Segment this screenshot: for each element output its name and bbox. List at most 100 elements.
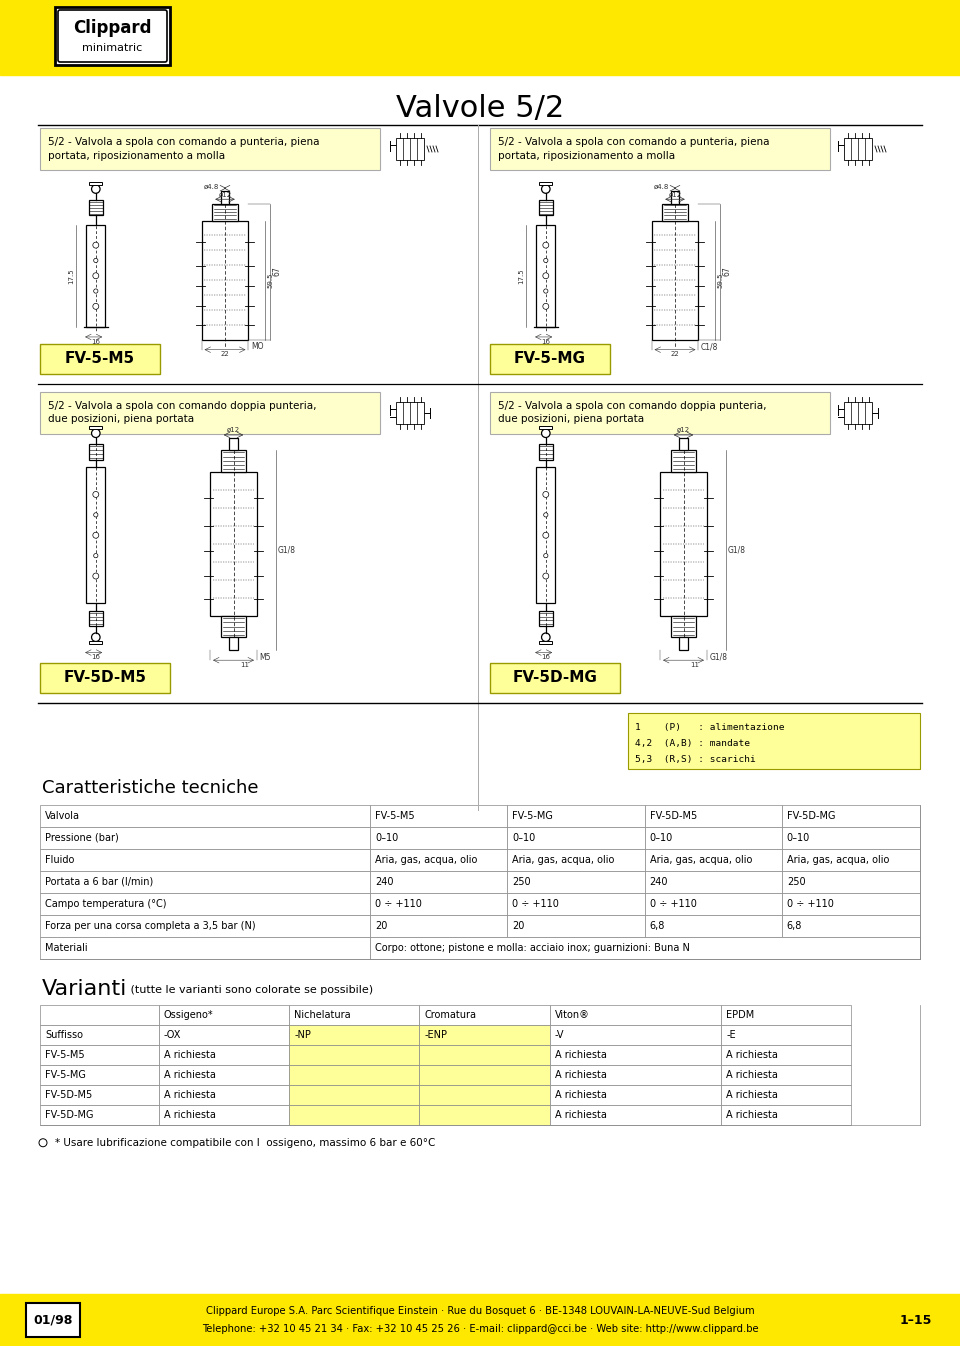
Bar xyxy=(549,1044,721,1065)
Circle shape xyxy=(542,573,549,579)
Bar xyxy=(40,1105,158,1125)
Circle shape xyxy=(94,289,98,293)
Text: FV-5D-MG: FV-5D-MG xyxy=(787,810,835,821)
Text: Valvola: Valvola xyxy=(45,810,80,821)
Bar xyxy=(40,915,370,937)
Bar xyxy=(490,128,830,170)
Bar xyxy=(507,805,644,826)
Bar xyxy=(781,937,920,958)
Bar xyxy=(210,471,257,616)
Bar xyxy=(540,182,552,184)
Text: ø12: ø12 xyxy=(227,427,240,433)
Bar xyxy=(40,849,370,871)
Text: 0 ÷ +110: 0 ÷ +110 xyxy=(375,899,421,909)
Bar xyxy=(507,871,644,892)
Text: A richiesta: A richiesta xyxy=(555,1070,607,1079)
Circle shape xyxy=(541,184,550,194)
Bar xyxy=(628,713,920,769)
Bar xyxy=(202,221,249,339)
Circle shape xyxy=(93,303,99,310)
Bar xyxy=(370,915,507,937)
Text: FV-5D-M5: FV-5D-M5 xyxy=(63,670,147,685)
Text: 1    (P)   : alimentazione: 1 (P) : alimentazione xyxy=(635,723,784,732)
Bar xyxy=(158,1065,289,1085)
Text: FV-5-M5: FV-5-M5 xyxy=(45,1050,84,1059)
Bar xyxy=(644,892,781,915)
Text: 0–10: 0–10 xyxy=(787,833,810,843)
Text: Aria, gas, acqua, olio: Aria, gas, acqua, olio xyxy=(650,855,752,864)
Text: ø12: ø12 xyxy=(219,191,231,198)
Bar xyxy=(644,937,781,958)
Text: A richiesta: A richiesta xyxy=(555,1050,607,1059)
Bar xyxy=(781,871,920,892)
Text: ø12: ø12 xyxy=(677,427,690,433)
Text: Forza per una corsa completa a 3,5 bar (N): Forza per una corsa completa a 3,5 bar (… xyxy=(45,921,255,930)
Text: Clippard: Clippard xyxy=(73,19,152,38)
Bar xyxy=(671,451,696,471)
Text: 0 ÷ +110: 0 ÷ +110 xyxy=(787,899,833,909)
Bar xyxy=(370,937,507,958)
Text: 16: 16 xyxy=(541,654,550,661)
Bar xyxy=(507,915,644,937)
Bar xyxy=(420,1024,549,1044)
Bar xyxy=(40,343,160,374)
Bar xyxy=(781,915,920,937)
Bar xyxy=(89,444,103,459)
Text: 5/2 - Valvola a spola con comando a punteria, piena
portata, riposizionamento a : 5/2 - Valvola a spola con comando a punt… xyxy=(48,137,320,160)
Text: 0 ÷ +110: 0 ÷ +110 xyxy=(513,899,559,909)
Bar xyxy=(540,642,552,643)
Text: 5,3  (R,S) : scarichi: 5,3 (R,S) : scarichi xyxy=(635,755,756,763)
Bar xyxy=(289,1004,420,1024)
Bar xyxy=(158,1044,289,1065)
Bar xyxy=(507,937,644,958)
Text: Varianti: Varianti xyxy=(42,979,128,999)
Text: 0–10: 0–10 xyxy=(513,833,536,843)
Bar xyxy=(420,1065,549,1085)
Bar xyxy=(89,201,103,215)
Bar xyxy=(0,0,960,75)
Bar xyxy=(40,1085,158,1105)
Text: Materiali: Materiali xyxy=(45,942,87,953)
Bar xyxy=(40,892,370,915)
Text: A richiesta: A richiesta xyxy=(726,1050,778,1059)
Bar xyxy=(40,128,380,170)
Text: A richiesta: A richiesta xyxy=(164,1050,216,1059)
Circle shape xyxy=(94,553,98,557)
Bar xyxy=(680,437,687,451)
Text: 22: 22 xyxy=(221,351,229,358)
Circle shape xyxy=(541,633,550,642)
Bar xyxy=(420,1044,549,1065)
Text: G1/8: G1/8 xyxy=(277,545,296,555)
Text: -E: -E xyxy=(726,1030,735,1039)
Bar xyxy=(229,437,238,451)
Text: minimatric: minimatric xyxy=(83,43,143,52)
Bar xyxy=(652,221,698,339)
Bar xyxy=(89,642,102,643)
Circle shape xyxy=(542,491,549,498)
Text: Suffisso: Suffisso xyxy=(45,1030,83,1039)
Bar xyxy=(549,1024,721,1044)
Text: 16: 16 xyxy=(541,339,550,345)
Bar xyxy=(55,7,170,65)
Bar xyxy=(229,637,238,650)
Text: 5/2 - Valvola a spola con comando doppia punteria,
due posizioni, piena portata: 5/2 - Valvola a spola con comando doppia… xyxy=(498,401,766,424)
Bar xyxy=(644,805,781,826)
Circle shape xyxy=(93,532,99,538)
Bar xyxy=(40,1065,158,1085)
Bar xyxy=(89,182,102,184)
Bar xyxy=(158,1105,289,1125)
Text: ø4.8: ø4.8 xyxy=(204,184,219,190)
Bar xyxy=(221,451,247,471)
Circle shape xyxy=(94,513,98,517)
Bar xyxy=(549,1004,721,1024)
Bar xyxy=(537,467,555,603)
Circle shape xyxy=(93,491,99,498)
Circle shape xyxy=(541,429,550,437)
Circle shape xyxy=(91,184,100,194)
Text: A richiesta: A richiesta xyxy=(164,1109,216,1120)
Text: -OX: -OX xyxy=(164,1030,181,1039)
Bar xyxy=(507,892,644,915)
Bar xyxy=(490,343,610,374)
Bar xyxy=(370,849,507,871)
Text: 20: 20 xyxy=(513,921,525,930)
